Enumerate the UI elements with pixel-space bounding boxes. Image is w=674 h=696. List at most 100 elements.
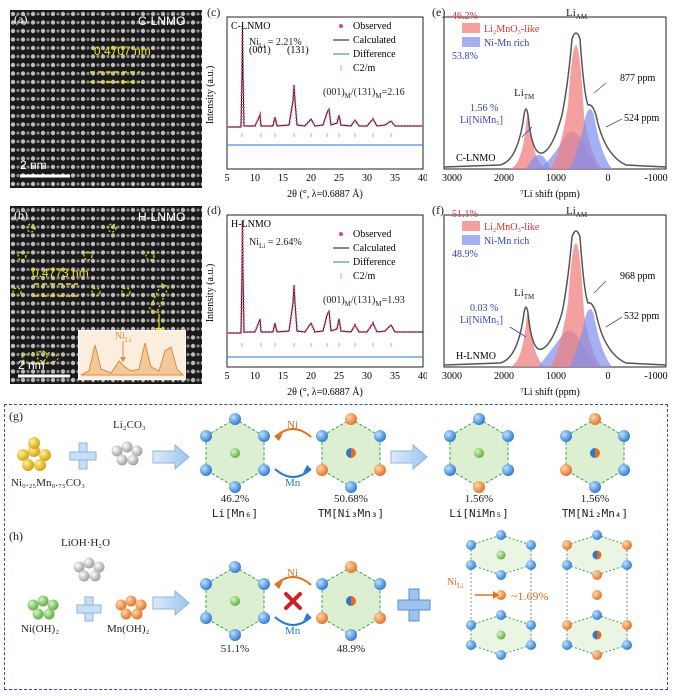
peak-label-c-2: (131) [287,45,309,56]
li-tm-e: LiTM [514,87,535,102]
xticks-d: 5 10 15 20 25 30 35 40 [225,371,429,382]
xtick-d-3: 20 [306,371,316,382]
approx-label-h: ~1.69% [511,589,549,603]
xtick-d-1: 10 [250,371,260,382]
sample-label-d: H-LNMO [231,219,271,230]
legend-swatch-blue-e [462,37,480,47]
ni-arrow-label-h: Ni [287,567,298,579]
reagent-label-h1: LiOH·H₂O [61,537,111,549]
ppm2-e: 524 ppm [624,113,660,124]
plus-icon-h2 [397,588,431,622]
xrd-chart-c: Intensity (a.u.) 5 10 15 20 25 30 35 40 … [205,16,429,200]
tem-image-b: (b) H-LNMO 0.4773 nm 2 nm NiLi [10,206,202,384]
plus-icon-g [69,442,97,470]
xtick-c-4: 25 [334,173,344,184]
frac-label-f: Li[NiMn₅] [460,315,503,326]
exchange-arrows-g [274,428,312,478]
legend-blue-f: Ni-Mn rich [484,236,530,247]
nmr-plot-f: (f) 3000 2000 1000 0 -1000 ⁷Li shift (pp… [430,203,670,401]
arrow-h1 [152,589,190,617]
intensity-inset-b: NiLi [78,330,186,380]
nmr-chart-e: 3000 2000 1000 0 -1000 ⁷Li shift (ppm) 8… [442,16,668,200]
c2m-ticks-c [241,133,392,137]
legend-c-0: Observed [353,21,391,32]
legend-c-3: C2/m [353,63,375,74]
xtick-e-1: 2000 [494,173,514,184]
xtick-f-1: 2000 [494,371,514,382]
panel-tag-f: (f) [432,203,444,217]
xtick-f-4: -1000 [644,371,667,382]
sample-label-f: H-LNMO [456,351,496,362]
sample-label-b: H-LNMO [138,210,186,224]
legend-blue-e: Ni-Mn rich [484,38,530,49]
hex-li-nimn5-g [444,413,514,493]
mn-arrow-label-g: Mn [285,477,301,489]
nmr-chart-f: 3000 2000 1000 0 -1000 ⁷Li shift (ppm) 9… [442,214,668,398]
pct-red-f: 51.1% [452,209,478,220]
frac-label-e: Li[NiMn₅] [460,115,503,126]
peak-label-c-1: (001) [249,45,271,56]
xticks-f: 3000 2000 1000 0 -1000 [442,371,668,382]
li-am-f: LiAM [566,205,588,220]
xtick-f-3: 0 [606,371,611,382]
ppm2-f: 532 ppm [624,311,660,322]
sample-label-c: C-LNMO [231,21,270,32]
blocked-exchange-h [274,576,312,626]
xticks-e: 3000 2000 1000 0 -1000 [442,173,668,184]
legend-swatch-red-e [462,23,480,33]
legend-d-2: Difference [353,257,396,268]
panel-tag-b: (b) [14,208,28,222]
xtick-c-6: 35 [390,173,400,184]
legend-d-3: C2/m [353,271,375,282]
site-2-g: TM[Ni₃Mn₃] [317,507,385,520]
xlabel-f: ⁷Li shift (ppm) [520,387,580,398]
c2m-ticks-d [241,343,392,347]
xrd-chart-d: Intensity (a.u.) 5 10 15 20 25 30 35 40 … [205,214,429,398]
plus-icon-h1 [76,596,102,622]
spacing-label-a: 0.4707 nm [94,44,151,58]
site-3-g: Li[NiMn₅] [449,507,509,520]
xtick-f-2: 1000 [546,371,566,382]
reagent-label-h2: Ni(OH)₂ [21,623,60,635]
reagent-nioh-h [27,595,59,620]
hex-tm-ni3mn3-g [316,413,386,493]
xrd-plot-c: (c) Intensity (a.u.) 5 10 15 20 25 30 35… [205,5,429,203]
ni-li-label-h: NiLi [447,577,464,590]
reagent-lioh-h [73,557,105,582]
xticks-c: 5 10 15 20 25 30 35 40 [225,173,429,184]
ylabel-c: Intensity (a.u.) [205,66,216,125]
pct-1-h: 51.1% [220,643,250,655]
reagent-cluster-g [111,441,143,466]
legend-swatch-red-f [462,221,480,231]
ni-arrow-label-g: Ni [287,419,298,431]
panel-tag-g: (g) [9,409,23,423]
ppm1-e: 877 ppm [620,73,656,84]
xtick-d-5: 30 [362,371,372,382]
xrd-plot-d: (d) Intensity (a.u.) 5 10 15 20 25 30 35… [205,203,429,401]
xtick-e-2: 1000 [546,173,566,184]
li-tm-f: LiTM [514,287,535,302]
panel-tag-h: (h) [9,529,23,543]
hex-li-h [200,561,270,641]
ppm1-f: 968 ppm [620,271,656,282]
xtick-e-0: 3000 [442,173,462,184]
pct-2-h: 48.9% [336,643,366,655]
xtick-f-0: 3000 [442,371,462,382]
scheme-box: (g) Ni₀.₂₅Mn₀.₇₅CO₃ Li₂CO₃ Ni Mn 46.2% L… [4,404,668,690]
tem-image-a: (a) C-LNMO 0.4707 nm 2 nm [10,10,202,188]
xtick-d-2: 15 [278,371,288,382]
legend-d: Observed Calculated Difference C2/m [333,229,396,282]
legend-red-f: Li₂MnO₃-like [484,222,540,233]
precursor-label-g: Ni₀.₂₅Mn₀.₇₅CO₃ [11,477,85,489]
xlabel-c: 2θ (°, λ=0.6887 Å) [287,188,363,200]
spacing-label-b: 0.4773 nm [32,266,89,280]
cross-icon [284,592,302,610]
scheme-graphics [17,413,632,660]
legend-d-1: Calculated [353,243,396,254]
pct-3-g: 1.56% [464,493,494,505]
xtick-c-0: 5 [225,173,230,184]
legend-red-e: Li₂MnO₃-like [484,24,540,35]
xtick-e-4: -1000 [644,173,667,184]
pct-2-g: 50.68% [334,493,368,505]
frac-f: 0.03 % [470,303,499,314]
